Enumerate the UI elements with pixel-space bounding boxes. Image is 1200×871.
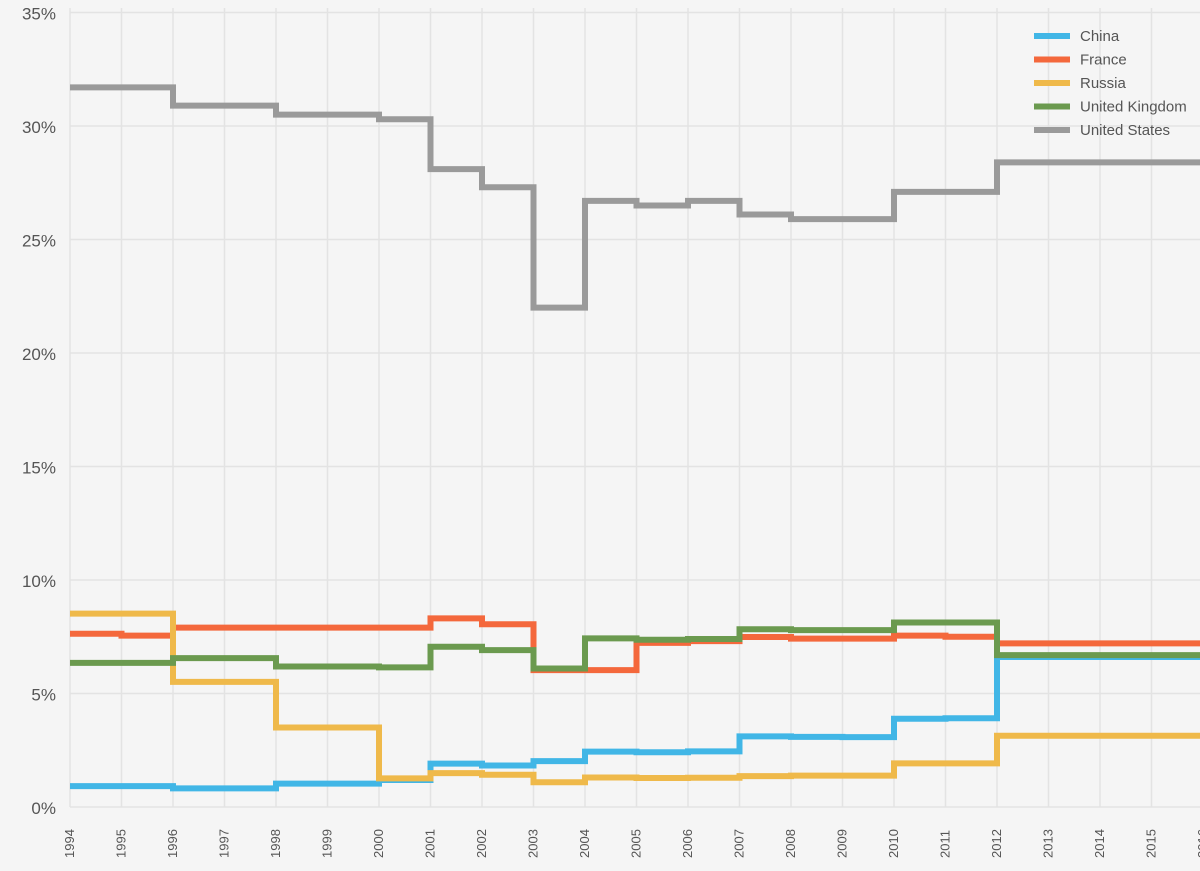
x-tick-label: 2008 xyxy=(783,829,798,858)
y-tick-label: 0% xyxy=(31,799,56,818)
x-tick-label: 2013 xyxy=(1041,829,1056,858)
legend: China France Russia United Kingdom United St… xyxy=(1034,28,1187,139)
x-tick-label: 2009 xyxy=(835,829,850,858)
x-gridlines xyxy=(69,8,1153,807)
x-axis-tick-labels: 1994 1995 1996 1997 1998 1999 2000 2001 2002 2003… xyxy=(62,829,1200,858)
x-tick-label: 2016 xyxy=(1195,829,1200,858)
y-tick-label: 35% xyxy=(22,5,56,24)
x-tick-label: 2007 xyxy=(732,829,747,858)
legend-swatch-russia xyxy=(1034,80,1070,86)
x-tick-label: 1997 xyxy=(217,829,232,858)
x-tick-label: 2010 xyxy=(886,829,901,858)
legend-swatch-france xyxy=(1034,56,1070,63)
legend-label-united-kingdom: United Kingdom xyxy=(1080,99,1187,116)
x-tick-label: 1996 xyxy=(165,829,180,858)
y-tick-label: 30% xyxy=(22,118,56,137)
y-tick-label: 15% xyxy=(22,459,56,478)
x-tick-label: 2014 xyxy=(1092,829,1107,858)
x-tick-label: 2012 xyxy=(989,829,1004,858)
x-tick-label: 1998 xyxy=(268,829,283,858)
legend-label-china: China xyxy=(1080,28,1120,45)
x-tick-label: 2006 xyxy=(680,829,695,858)
series-lines xyxy=(70,84,1200,792)
legend-swatch-china xyxy=(1034,33,1070,39)
x-tick-label: 2005 xyxy=(629,829,644,858)
legend-swatch-united-kingdom xyxy=(1034,103,1070,110)
y-axis-tick-labels: 35% 30% 25% 20% 15% 10% 5% 0% xyxy=(22,5,56,819)
series-line-united-kingdom xyxy=(70,619,1200,672)
y-gridlines xyxy=(70,11,1200,808)
series-line-china xyxy=(70,653,1200,792)
y-tick-label: 10% xyxy=(22,572,56,591)
x-tick-label: 2003 xyxy=(526,829,541,858)
legend-label-france: France xyxy=(1080,52,1127,69)
x-tick-label: 2004 xyxy=(577,829,592,858)
x-tick-label: 2000 xyxy=(371,829,386,858)
y-tick-label: 20% xyxy=(22,345,56,364)
legend-swatch-united-states xyxy=(1034,127,1070,133)
x-tick-label: 2015 xyxy=(1144,829,1159,858)
legend-label-united-states: United States xyxy=(1080,122,1170,139)
x-tick-label: 2001 xyxy=(423,829,438,858)
x-tick-label: 2002 xyxy=(474,829,489,858)
x-tick-label: 1995 xyxy=(114,829,129,858)
x-tick-label: 1994 xyxy=(62,829,77,858)
series-line-france xyxy=(70,615,1200,674)
series-line-united-states xyxy=(70,84,1200,311)
y-tick-label: 5% xyxy=(31,686,56,705)
y-tick-label: 25% xyxy=(22,232,56,251)
x-tick-label: 2011 xyxy=(938,830,953,858)
legend-label-russia: Russia xyxy=(1080,75,1127,92)
series-line-russia xyxy=(70,610,1200,786)
x-tick-label: 1999 xyxy=(320,829,335,858)
